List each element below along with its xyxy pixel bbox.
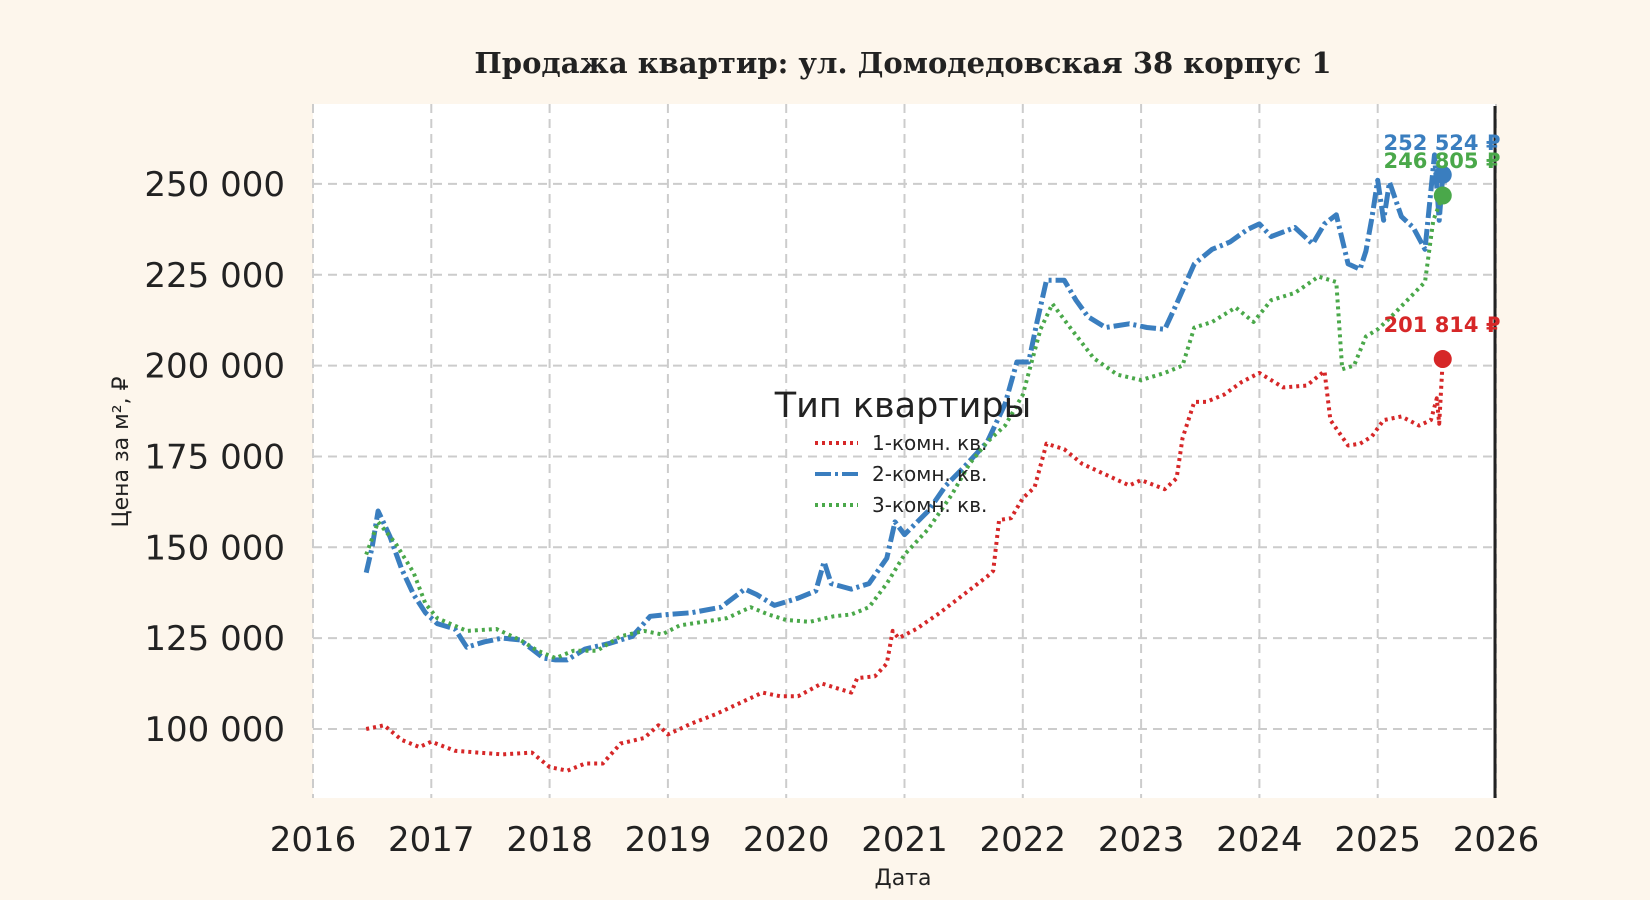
series-line-1 [365, 358, 1445, 773]
legend-entry-label-1: 1-комн. кв. [872, 431, 987, 455]
legend-entry-label-3: 3-комн. кв. [872, 493, 987, 517]
legend-title: Тип квартиры [774, 386, 1032, 426]
x-tick-label: 2018 [506, 820, 593, 860]
series-end-marker-2 [1433, 165, 1452, 184]
series-group [363, 152, 1446, 773]
x-tick-label: 2021 [861, 820, 948, 860]
series-line-2 [363, 152, 1446, 663]
x-tick-labels: 2016 2017 2018 2019 2020 2021 2022 2023 2024 2025… [270, 820, 1540, 860]
series-end-marker-1 [1433, 350, 1452, 369]
y-axis-label: Цена за м², ₽ [109, 376, 134, 527]
series-end-value-label-2: 252 524 ₽ [1384, 131, 1501, 155]
legend: Тип квартиры 1-комн. кв. 2-комн. кв. 3-комн… [774, 386, 1032, 517]
y-tick-label: 100 000 [144, 710, 285, 750]
x-tick-label: 2020 [743, 820, 830, 860]
end-labels: 201 814 ₽ 252 524 ₽246 805 ₽ [1384, 131, 1501, 369]
x-tick-label: 2016 [270, 820, 357, 860]
x-axis-label: Дата [875, 866, 932, 891]
y-tick-label: 125 000 [144, 619, 285, 659]
y-tick-label: 225 000 [144, 256, 285, 296]
y-tick-label: 175 000 [144, 437, 285, 477]
x-tick-label: 2026 [1453, 820, 1540, 860]
x-tick-label: 2017 [388, 820, 475, 860]
x-tick-label: 2024 [1216, 820, 1303, 860]
x-tick-label: 2025 [1334, 820, 1421, 860]
x-tick-label: 2022 [980, 820, 1067, 860]
y-tick-labels: 100 000 125 000 150 000 175 000 200 000 225 0… [144, 165, 285, 750]
series-end-value-label-3: 246 805 ₽ [1384, 149, 1501, 173]
series-end-value-label-1: 201 814 ₽ [1384, 313, 1501, 337]
y-tick-label: 200 000 [144, 347, 285, 387]
y-tick-label: 150 000 [144, 528, 285, 568]
y-tick-label: 250 000 [144, 165, 285, 205]
chart-title: Продажа квартир: ул. Домодедовская 38 ко… [474, 46, 1331, 80]
legend-entry-label-2: 2-комн. кв. [872, 462, 987, 486]
x-tick-label: 2023 [1098, 820, 1185, 860]
series-end-marker-3 [1433, 186, 1452, 205]
x-tick-label: 2019 [625, 820, 712, 860]
